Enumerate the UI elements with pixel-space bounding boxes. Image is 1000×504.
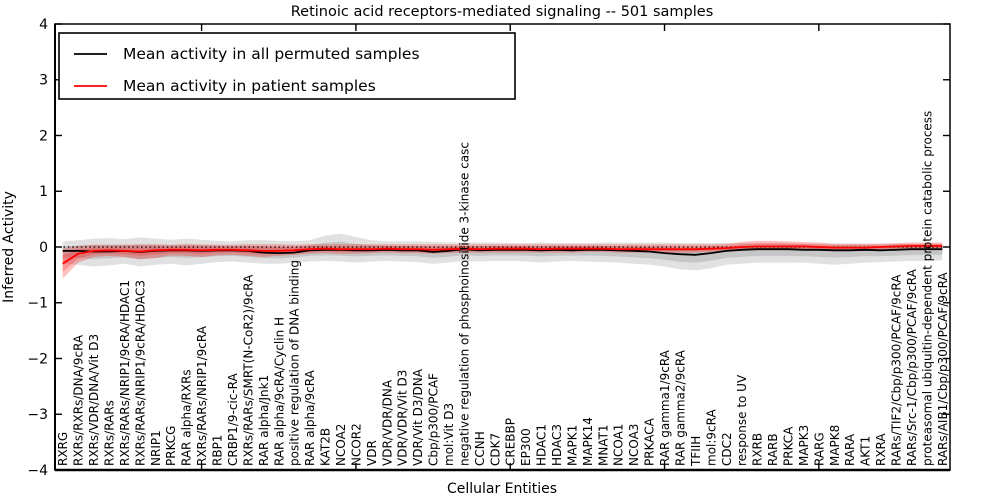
x-category-label: MNAT1 bbox=[596, 424, 610, 466]
x-category-label: RAR alpha/RXRs bbox=[180, 369, 194, 466]
legend: Mean activity in all permuted samples Me… bbox=[58, 32, 516, 100]
x-category-label: VDR bbox=[365, 440, 379, 466]
x-category-label: RXRA bbox=[874, 433, 888, 466]
y-tick-label: −3 bbox=[27, 407, 48, 423]
x-category-label: HDAC3 bbox=[550, 424, 564, 466]
x-category-label: AKT1 bbox=[859, 436, 873, 466]
x-category-label: RARs/AIB1/Cbp/p300/PCAF/9cRA bbox=[936, 272, 950, 466]
y-axis-title: Inferred Activity bbox=[1, 191, 17, 303]
x-category-label: MAPK8 bbox=[828, 425, 842, 466]
x-axis-title: Cellular Entities bbox=[447, 481, 557, 497]
x-category-label: PRKACA bbox=[643, 417, 657, 466]
x-category-label: RAR gamma1/9cRA bbox=[658, 349, 672, 466]
x-category-label: RARA bbox=[843, 433, 857, 466]
x-category-label: RARG bbox=[812, 432, 826, 466]
x-category-label: RXRs/RARs/NRIP1/9cRA/HDAC3 bbox=[133, 280, 147, 466]
y-tick-label: −2 bbox=[27, 351, 48, 367]
legend-box bbox=[58, 32, 516, 100]
x-category-label: RXRs/RARs/NRIP1/9cRA bbox=[195, 325, 209, 466]
x-category-label: NCOA1 bbox=[612, 424, 626, 466]
x-category-label: RXRs/RARs bbox=[103, 400, 117, 466]
y-tick-label: −4 bbox=[27, 463, 48, 479]
x-category-label: CREBBP bbox=[504, 418, 518, 466]
patient-legend-label: Mean activity in patient samples bbox=[123, 77, 376, 95]
x-category-label: MAPK14 bbox=[581, 417, 595, 466]
y-tick-label: 4 bbox=[39, 17, 48, 33]
permuted-legend-label: Mean activity in all permuted samples bbox=[123, 45, 420, 63]
x-category-label: PRKCG bbox=[164, 426, 178, 466]
x-category-label: mol:Vit D3 bbox=[442, 403, 456, 466]
x-category-label: positive regulation of DNA binding bbox=[288, 260, 302, 466]
x-category-label: VDR/VDR/DNA bbox=[380, 379, 394, 466]
y-tick-label: 0 bbox=[39, 240, 48, 256]
x-category-label: RXRs/RXRs/DNA/9cRA bbox=[72, 334, 86, 466]
x-category-label: RXRs/RARs/NRIP1/9cRA/HDAC1 bbox=[118, 280, 132, 466]
permuted-band-outer bbox=[62, 233, 943, 271]
x-category-label: RXRB bbox=[751, 433, 765, 466]
permuted-band-inner bbox=[62, 241, 943, 263]
x-category-label: mol:9cRA bbox=[704, 409, 718, 466]
x-category-label: response to UV bbox=[735, 374, 749, 466]
x-category-label: RAR alpha/9cRA bbox=[303, 369, 317, 466]
x-category-label: VDR/Vit D3/DNA bbox=[411, 368, 425, 466]
x-category-label: PRKCA bbox=[782, 426, 796, 466]
x-category-label: NCOR2 bbox=[349, 423, 363, 466]
x-category-label: MAPK3 bbox=[797, 425, 811, 466]
x-category-label: RAR alpha/Jnk1 bbox=[257, 375, 271, 466]
x-category-label: TFIIH bbox=[689, 436, 703, 467]
y-tick-label: 2 bbox=[39, 128, 48, 144]
y-tick-label: −1 bbox=[27, 296, 48, 312]
x-category-label: NRIP1 bbox=[149, 430, 163, 466]
x-category-label: proteasomal ubiquitin-dependent protein … bbox=[920, 111, 934, 466]
x-category-label: RARs/Src-1/Cbp/p300/PCAF/9cRA bbox=[905, 268, 919, 466]
y-tick-label: 3 bbox=[39, 73, 48, 89]
y-tick-label: 1 bbox=[39, 184, 48, 200]
x-category-label: RARs/TIF2/Cbp/p300/PCAF/9cRA bbox=[890, 274, 904, 466]
x-category-label: RXRs/RARs/SMRT(N-CoR2)/9cRA bbox=[241, 274, 255, 466]
x-category-label: NCOA2 bbox=[334, 424, 348, 466]
x-category-label: NCOA3 bbox=[627, 424, 641, 466]
x-category-label: CRBP1/9-cic-RA bbox=[226, 372, 240, 466]
x-category-label: RAR alpha/9cRA/Cyclin H bbox=[272, 317, 286, 466]
x-category-label: RXRG bbox=[56, 432, 70, 466]
x-category-label: CDK7 bbox=[488, 433, 502, 466]
chart-title: Retinoic acid receptors-mediated signali… bbox=[291, 4, 714, 20]
x-category-label: KAT2B bbox=[319, 428, 333, 466]
x-category-label: Cbp/p300/PCAF bbox=[427, 373, 441, 466]
x-category-label: RBP1 bbox=[211, 435, 225, 466]
x-category-label: HDAC1 bbox=[535, 424, 549, 466]
x-category-label: RAR gamma2/9cRA bbox=[674, 349, 688, 466]
patient-mean-line bbox=[62, 244, 943, 265]
x-category-label: EP300 bbox=[519, 428, 533, 466]
x-category-label: MAPK1 bbox=[565, 425, 579, 466]
x-category-label: RXRs/VDR/DNA/Vit D3 bbox=[87, 334, 101, 466]
x-category-label: VDR/VDR/Vit D3 bbox=[396, 370, 410, 466]
x-category-label: RARB bbox=[766, 433, 780, 466]
x-category-label: negative regulation of phosphoinositide … bbox=[457, 142, 471, 466]
x-category-label: CDC2 bbox=[720, 432, 734, 466]
x-category-label: CCNH bbox=[473, 431, 487, 466]
